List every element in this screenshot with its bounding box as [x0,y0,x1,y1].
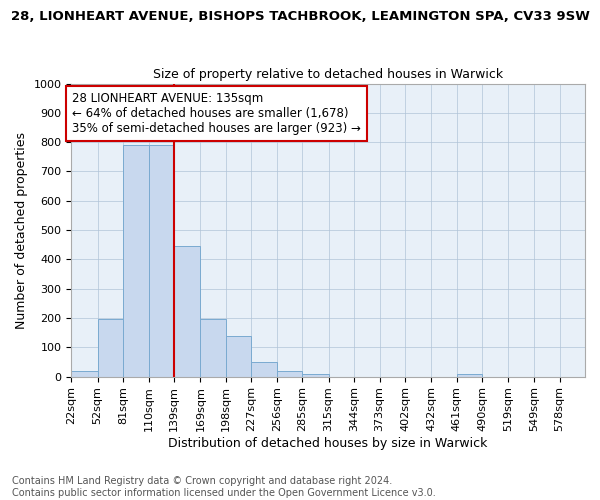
Text: 28, LIONHEART AVENUE, BISHOPS TACHBROOK, LEAMINGTON SPA, CV33 9SW: 28, LIONHEART AVENUE, BISHOPS TACHBROOK,… [11,10,589,23]
Bar [200,320,226,376]
Bar [149,145,174,376]
Bar [174,246,200,376]
Bar [98,320,123,376]
Y-axis label: Number of detached properties: Number of detached properties [15,132,28,328]
X-axis label: Distribution of detached houses by size in Warwick: Distribution of detached houses by size … [169,437,488,450]
Bar [251,362,277,376]
Title: Size of property relative to detached houses in Warwick: Size of property relative to detached ho… [153,68,503,81]
Bar [457,374,482,376]
Bar [277,370,302,376]
Bar [226,336,251,376]
Text: Contains HM Land Registry data © Crown copyright and database right 2024.
Contai: Contains HM Land Registry data © Crown c… [12,476,436,498]
Bar [123,145,149,376]
Text: 28 LIONHEART AVENUE: 135sqm
← 64% of detached houses are smaller (1,678)
35% of : 28 LIONHEART AVENUE: 135sqm ← 64% of det… [72,92,361,136]
Bar [71,370,98,376]
Bar [302,374,329,376]
